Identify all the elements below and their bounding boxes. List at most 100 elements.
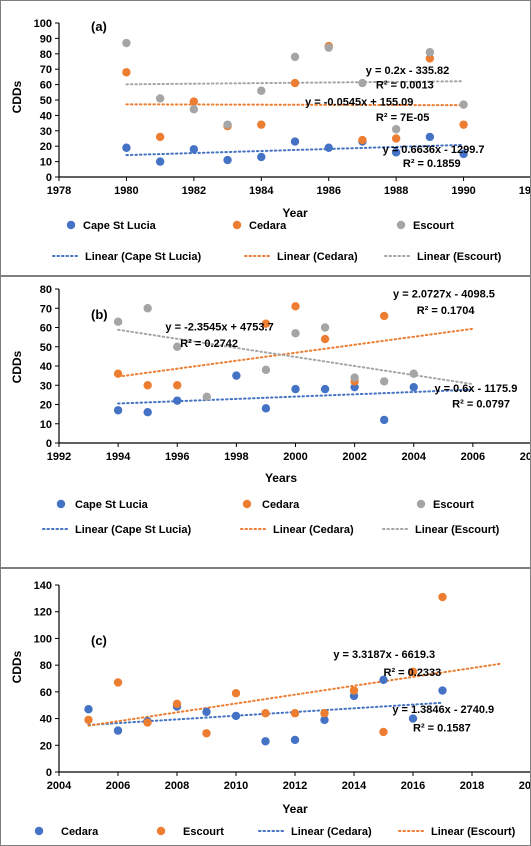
legend-label: Escourt bbox=[183, 826, 224, 838]
data-point bbox=[232, 371, 241, 380]
y-tick-label: 40 bbox=[40, 714, 52, 726]
trendline bbox=[87, 662, 503, 727]
legend-marker bbox=[56, 499, 66, 509]
y-tick-label: 80 bbox=[40, 284, 52, 296]
data-point bbox=[320, 384, 330, 394]
y-tick-label: 0 bbox=[46, 767, 52, 779]
data-point bbox=[122, 68, 131, 77]
legend-marker bbox=[232, 220, 242, 230]
data-point bbox=[320, 715, 329, 725]
data-point bbox=[155, 132, 165, 142]
data-point bbox=[349, 686, 359, 695]
data-point bbox=[290, 137, 300, 146]
data-point bbox=[379, 675, 388, 685]
data-point bbox=[172, 699, 182, 709]
chart-b: 0 10 20 30 40 50 60 70 80 1992 1994 1996 1998 2000 200… bbox=[10, 284, 531, 536]
data-point bbox=[261, 319, 271, 328]
x-tick-label: 1984 bbox=[249, 185, 274, 197]
data-point bbox=[173, 396, 182, 405]
panel-label: (b) bbox=[91, 307, 108, 322]
trendline-annotation: y = -2.3545x + 4753.7 bbox=[165, 321, 273, 333]
y-tick-label: 20 bbox=[40, 141, 52, 153]
y-axis-label: CDDs bbox=[10, 650, 24, 683]
data-point bbox=[459, 100, 468, 109]
y-tick-label: 40 bbox=[40, 361, 52, 373]
x-axis-label: Years bbox=[265, 471, 297, 485]
data-point bbox=[84, 715, 93, 725]
x-axis-label: Year bbox=[282, 802, 308, 816]
data-point bbox=[324, 143, 333, 152]
trendline-annotation: y = 0.6x - 1175.9 bbox=[434, 383, 517, 395]
x-tick-label: 2000 bbox=[283, 451, 307, 463]
y-axis-label: CDDs bbox=[10, 350, 24, 383]
y-tick-label: 30 bbox=[40, 380, 52, 392]
data-point bbox=[408, 714, 418, 723]
data-point bbox=[324, 43, 333, 52]
y-tick-label: 10 bbox=[40, 419, 52, 431]
x-tick-label: 2006 bbox=[461, 451, 485, 463]
data-point bbox=[261, 737, 270, 746]
legend-marker bbox=[416, 499, 426, 509]
y-tick-label: 50 bbox=[40, 342, 52, 354]
data-point bbox=[320, 323, 330, 332]
y-tick-label: 40 bbox=[40, 110, 52, 122]
y-tick-label: 0 bbox=[46, 438, 52, 450]
trendline-annotation: R² = 0.0797 bbox=[452, 398, 510, 410]
data-point bbox=[113, 726, 123, 735]
trendline bbox=[117, 327, 474, 378]
x-tick-label: 2008 bbox=[520, 451, 531, 463]
data-point bbox=[223, 120, 232, 129]
data-point bbox=[113, 317, 123, 326]
data-point bbox=[261, 404, 271, 413]
data-point bbox=[261, 709, 270, 718]
trendline-annotation: R² = 0.1704 bbox=[417, 305, 476, 317]
x-tick-label: 1978 bbox=[47, 185, 71, 197]
data-point bbox=[143, 304, 152, 313]
x-tick-label: 2004 bbox=[47, 780, 72, 792]
data-point bbox=[257, 152, 266, 162]
data-point bbox=[391, 134, 401, 143]
x-axis-label: Year bbox=[282, 206, 308, 220]
data-point bbox=[84, 705, 93, 714]
plot-area: 0 20 40 60 80 100 120 140 2004 2006 2008 2010 2012 20… bbox=[34, 580, 530, 792]
trendline-annotation: y = 0.2x - 335.82 bbox=[366, 65, 449, 77]
y-tick-label: 60 bbox=[40, 80, 52, 92]
data-point bbox=[261, 365, 271, 375]
trendline-annotation: y = 0.6636x - 1299.7 bbox=[383, 144, 485, 156]
legend-label: Linear (Escourt) bbox=[431, 826, 516, 838]
data-point bbox=[155, 157, 165, 166]
trendline bbox=[117, 328, 474, 386]
legend-marker bbox=[66, 220, 76, 230]
data-point bbox=[122, 38, 131, 48]
panel-label: (a) bbox=[91, 19, 107, 34]
data-point bbox=[189, 105, 199, 114]
data-point bbox=[438, 592, 447, 602]
legend-marker bbox=[396, 220, 406, 230]
data-point bbox=[189, 145, 199, 154]
y-tick-label: 100 bbox=[34, 633, 52, 645]
x-tick-label: 2006 bbox=[106, 780, 130, 792]
x-tick-label: 1980 bbox=[114, 185, 138, 197]
x-tick-label: 1992 bbox=[519, 185, 531, 197]
x-tick-label: 1982 bbox=[182, 185, 206, 197]
legend-label: Linear (Escourt) bbox=[417, 251, 502, 263]
y-tick-label: 70 bbox=[40, 64, 52, 76]
y-tick-label: 90 bbox=[40, 33, 52, 45]
data-point bbox=[143, 408, 152, 417]
y-tick-label: 60 bbox=[40, 323, 52, 335]
data-point bbox=[425, 132, 435, 142]
trendline-annotation: R² = 0.1587 bbox=[413, 722, 471, 734]
data-point bbox=[113, 406, 123, 415]
data-point bbox=[459, 120, 468, 129]
data-point bbox=[173, 381, 182, 390]
legend: Cedara Escourt Linear (Cedara) Linear (Esco… bbox=[34, 826, 516, 838]
data-point bbox=[122, 143, 131, 152]
x-tick-label: 1992 bbox=[47, 451, 71, 463]
data-point bbox=[409, 369, 418, 378]
x-tick-label: 1990 bbox=[451, 185, 475, 197]
data-point bbox=[290, 735, 300, 745]
panel-a: 0 10 20 30 40 50 60 70 80 90 100 1978 1980 1982 1984 19… bbox=[0, 0, 531, 276]
y-tick-label: 20 bbox=[40, 740, 52, 752]
data-point bbox=[320, 334, 330, 344]
